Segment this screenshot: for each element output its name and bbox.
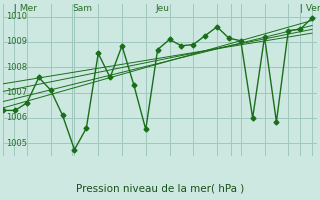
Text: 1010: 1010 xyxy=(6,12,27,21)
Text: 1009: 1009 xyxy=(6,38,27,46)
Text: 1007: 1007 xyxy=(6,88,28,97)
Text: 1008: 1008 xyxy=(6,63,28,72)
Text: 1006: 1006 xyxy=(6,114,28,122)
Text: | Ven: | Ven xyxy=(300,4,320,13)
Text: Jeu: Jeu xyxy=(155,4,169,13)
Text: Pression niveau de la mer( hPa ): Pression niveau de la mer( hPa ) xyxy=(76,183,244,193)
Text: 1005: 1005 xyxy=(6,139,27,148)
Text: Sam: Sam xyxy=(72,4,92,13)
Text: | Mer: | Mer xyxy=(14,4,37,13)
